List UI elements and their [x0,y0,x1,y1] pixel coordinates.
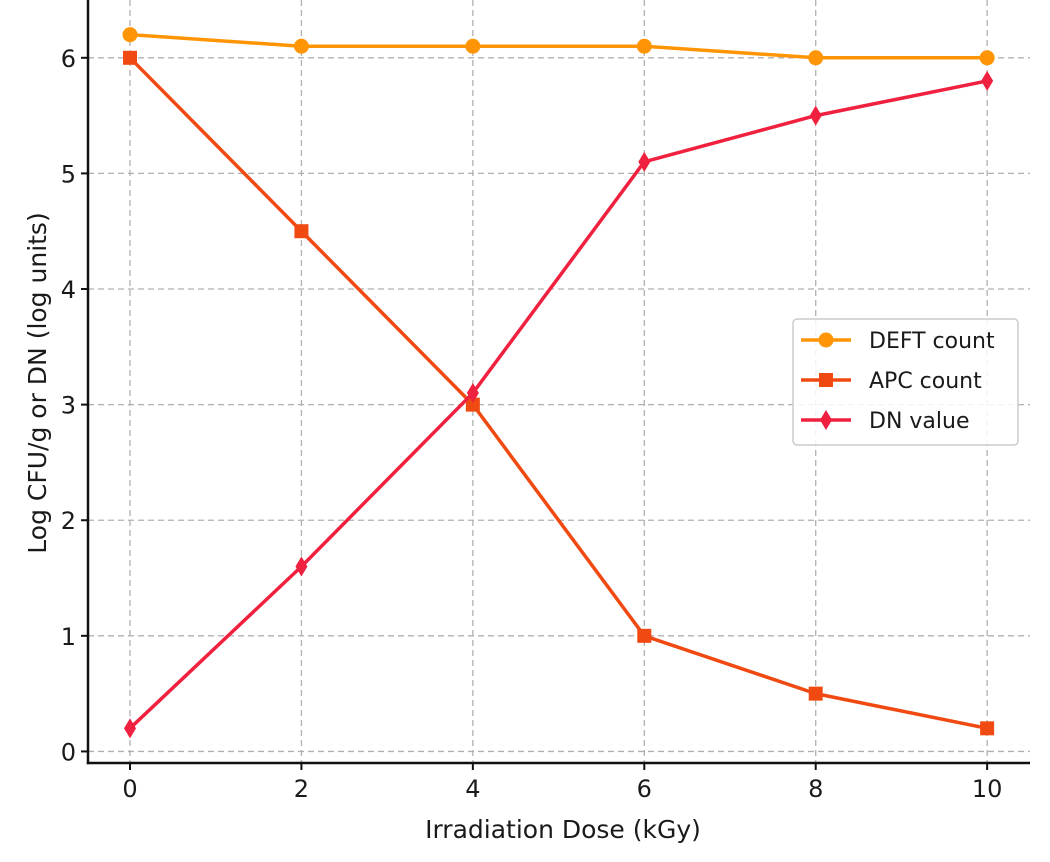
data-point-diamond [124,718,136,739]
y-tick-label: 4 [61,276,76,304]
legend-marker-diamond [820,410,832,430]
y-tick-label: 1 [61,623,76,651]
legend-marker-square [819,373,833,387]
series-line [128,79,988,730]
data-point-circle [293,38,309,54]
legend-item: APC count [801,369,982,394]
x-tick-label: 4 [465,775,480,803]
data-point-diamond [638,151,651,172]
data-point-diamond [809,105,822,126]
data-point-diamond [466,383,479,404]
data-point-square [637,628,652,643]
x-tick-label: 10 [972,775,1003,803]
legend-label: DEFT count [869,329,995,354]
data-point-circle [122,27,138,43]
x-tick-label: 6 [637,775,652,803]
data-point-square [980,721,995,736]
x-tick-label: 8 [808,775,823,803]
data-point-circle [636,38,652,54]
legend-item: DN value [801,409,969,434]
legend: DEFT count APC count DN value [792,318,1019,446]
legend-label: APC count [869,369,982,394]
y-tick-label: 6 [61,45,76,73]
y-tick-label: 2 [61,507,76,535]
y-tick-label: 3 [61,392,76,420]
series-line [129,32,988,60]
series-line [128,56,988,731]
series-deft-count [122,27,995,66]
series-apc-count [123,50,995,736]
axes [81,0,1030,770]
data-point-square [294,224,309,239]
series-dn-value [124,70,994,739]
data-point-diamond [295,556,308,577]
y-tick-label: 0 [61,738,76,766]
legend-label: DN value [869,409,969,434]
series-group [122,27,995,739]
y-axis-label: Log CFU/g or DN (log units) [23,212,52,553]
tick-labels: 0 2 4 6 8 10 0 1 2 3 4 5 6 [61,45,1003,803]
data-point-circle [979,50,995,66]
data-point-circle [465,38,481,54]
data-point-square [465,397,480,412]
x-axis-label: Irradiation Dose (kGy) [425,815,701,844]
x-tick-label: 0 [122,775,137,803]
data-point-diamond [981,70,994,91]
legend-marker-circle [818,332,834,348]
legend-box [792,318,1019,446]
data-point-square [123,50,137,65]
legend-item: DEFT count [801,329,995,354]
data-point-square [808,686,823,701]
y-tick-label: 5 [61,160,76,188]
x-tick-label: 2 [294,775,309,803]
data-point-circle [808,50,824,66]
